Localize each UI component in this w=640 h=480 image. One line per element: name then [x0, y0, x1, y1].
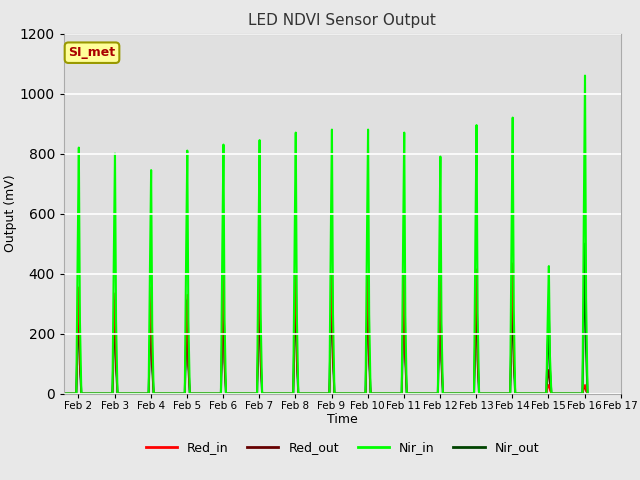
- Text: SI_met: SI_met: [68, 46, 116, 59]
- Legend: Red_in, Red_out, Nir_in, Nir_out: Red_in, Red_out, Nir_in, Nir_out: [141, 436, 544, 459]
- Title: LED NDVI Sensor Output: LED NDVI Sensor Output: [248, 13, 436, 28]
- X-axis label: Time: Time: [327, 413, 358, 426]
- Y-axis label: Output (mV): Output (mV): [4, 175, 17, 252]
